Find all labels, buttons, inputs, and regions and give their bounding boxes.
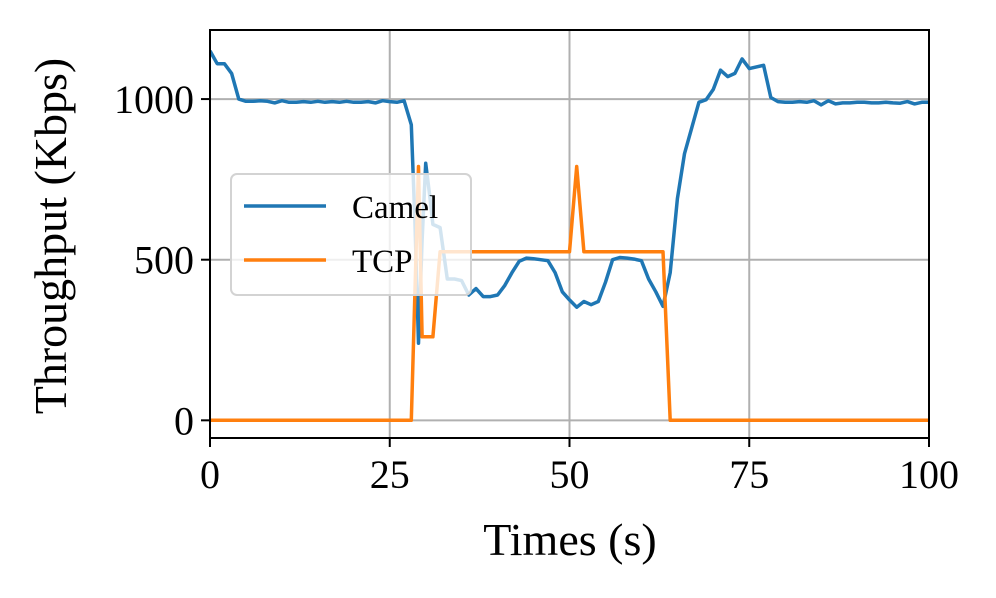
y-axis-title: Throughput (Kbps) [25,58,76,414]
series-line-camel [210,50,929,345]
y-tick-label: 0 [174,398,194,443]
x-tick-label: 100 [899,452,959,497]
x-tick-label: 50 [550,452,590,497]
legend-label-camel: Camel [352,190,438,226]
legend-label-tcp: TCP [352,244,413,280]
x-tick-label: 0 [200,452,220,497]
x-tick-label: 75 [729,452,769,497]
legend: Camel TCP [230,173,472,296]
x-tick-label: 25 [370,452,410,497]
x-axis-title: Times (s) [483,514,656,565]
y-tick-label: 1000 [114,77,194,122]
y-tick-label: 500 [134,238,194,283]
